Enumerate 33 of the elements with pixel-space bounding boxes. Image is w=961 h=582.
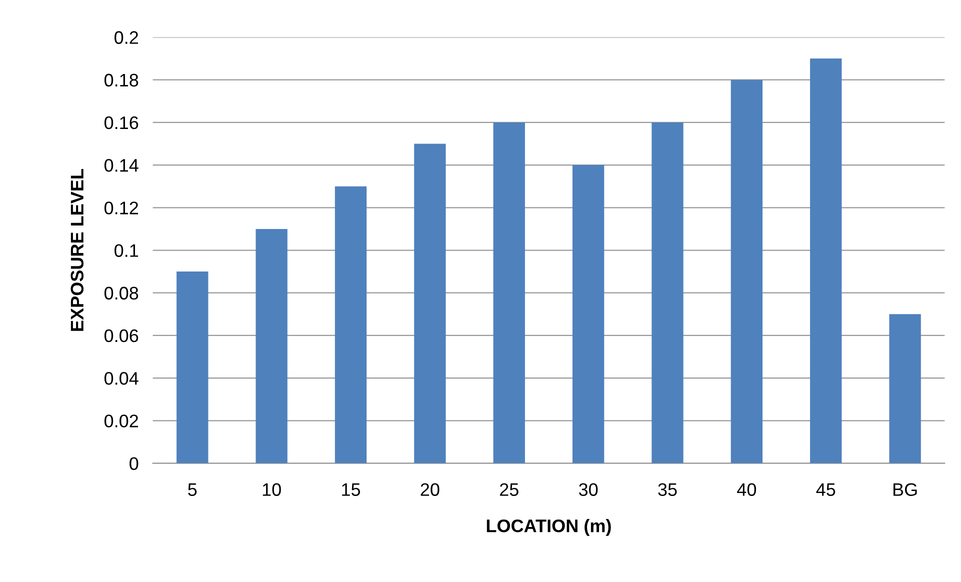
x-tick-label: 30 xyxy=(578,483,598,496)
y-tick-label: 0.08 xyxy=(104,286,138,300)
bar xyxy=(572,165,604,464)
y-tick-label: 0.14 xyxy=(104,158,138,172)
y-tick-label: 0.06 xyxy=(104,329,138,342)
y-tick-label: 0.04 xyxy=(104,372,138,385)
y-tick-label: 0.2 xyxy=(114,31,138,44)
x-tick-label: 40 xyxy=(737,483,756,496)
bar xyxy=(652,122,684,464)
x-tick-label: 5 xyxy=(188,483,197,496)
y-tick-label: 0 xyxy=(130,457,138,470)
bar xyxy=(256,228,288,464)
x-tick-label: 10 xyxy=(262,483,281,496)
bar xyxy=(176,272,208,464)
x-axis-title: LOCATION (m) xyxy=(486,518,611,536)
y-tick-label: 0.12 xyxy=(104,202,138,214)
y-tick-label: 0.1 xyxy=(114,244,138,257)
x-tick-label: 35 xyxy=(658,483,677,496)
bar xyxy=(493,122,525,464)
bar xyxy=(889,314,921,464)
bar xyxy=(810,58,842,464)
y-axis-title: EXPOSURE LEVEL xyxy=(70,169,84,331)
x-tick-label: 15 xyxy=(342,483,360,496)
x-tick-label: 20 xyxy=(420,483,440,496)
x-tick-label: 25 xyxy=(500,483,518,496)
y-tick-label: 0.16 xyxy=(104,116,138,130)
x-tick-label: 45 xyxy=(816,483,836,496)
bar xyxy=(414,144,446,464)
y-tick-label: 0.18 xyxy=(104,74,138,87)
y-tick-label: 0.02 xyxy=(104,414,138,428)
bar xyxy=(334,186,367,464)
x-tick-label: BG xyxy=(894,483,917,496)
bar xyxy=(730,80,763,464)
